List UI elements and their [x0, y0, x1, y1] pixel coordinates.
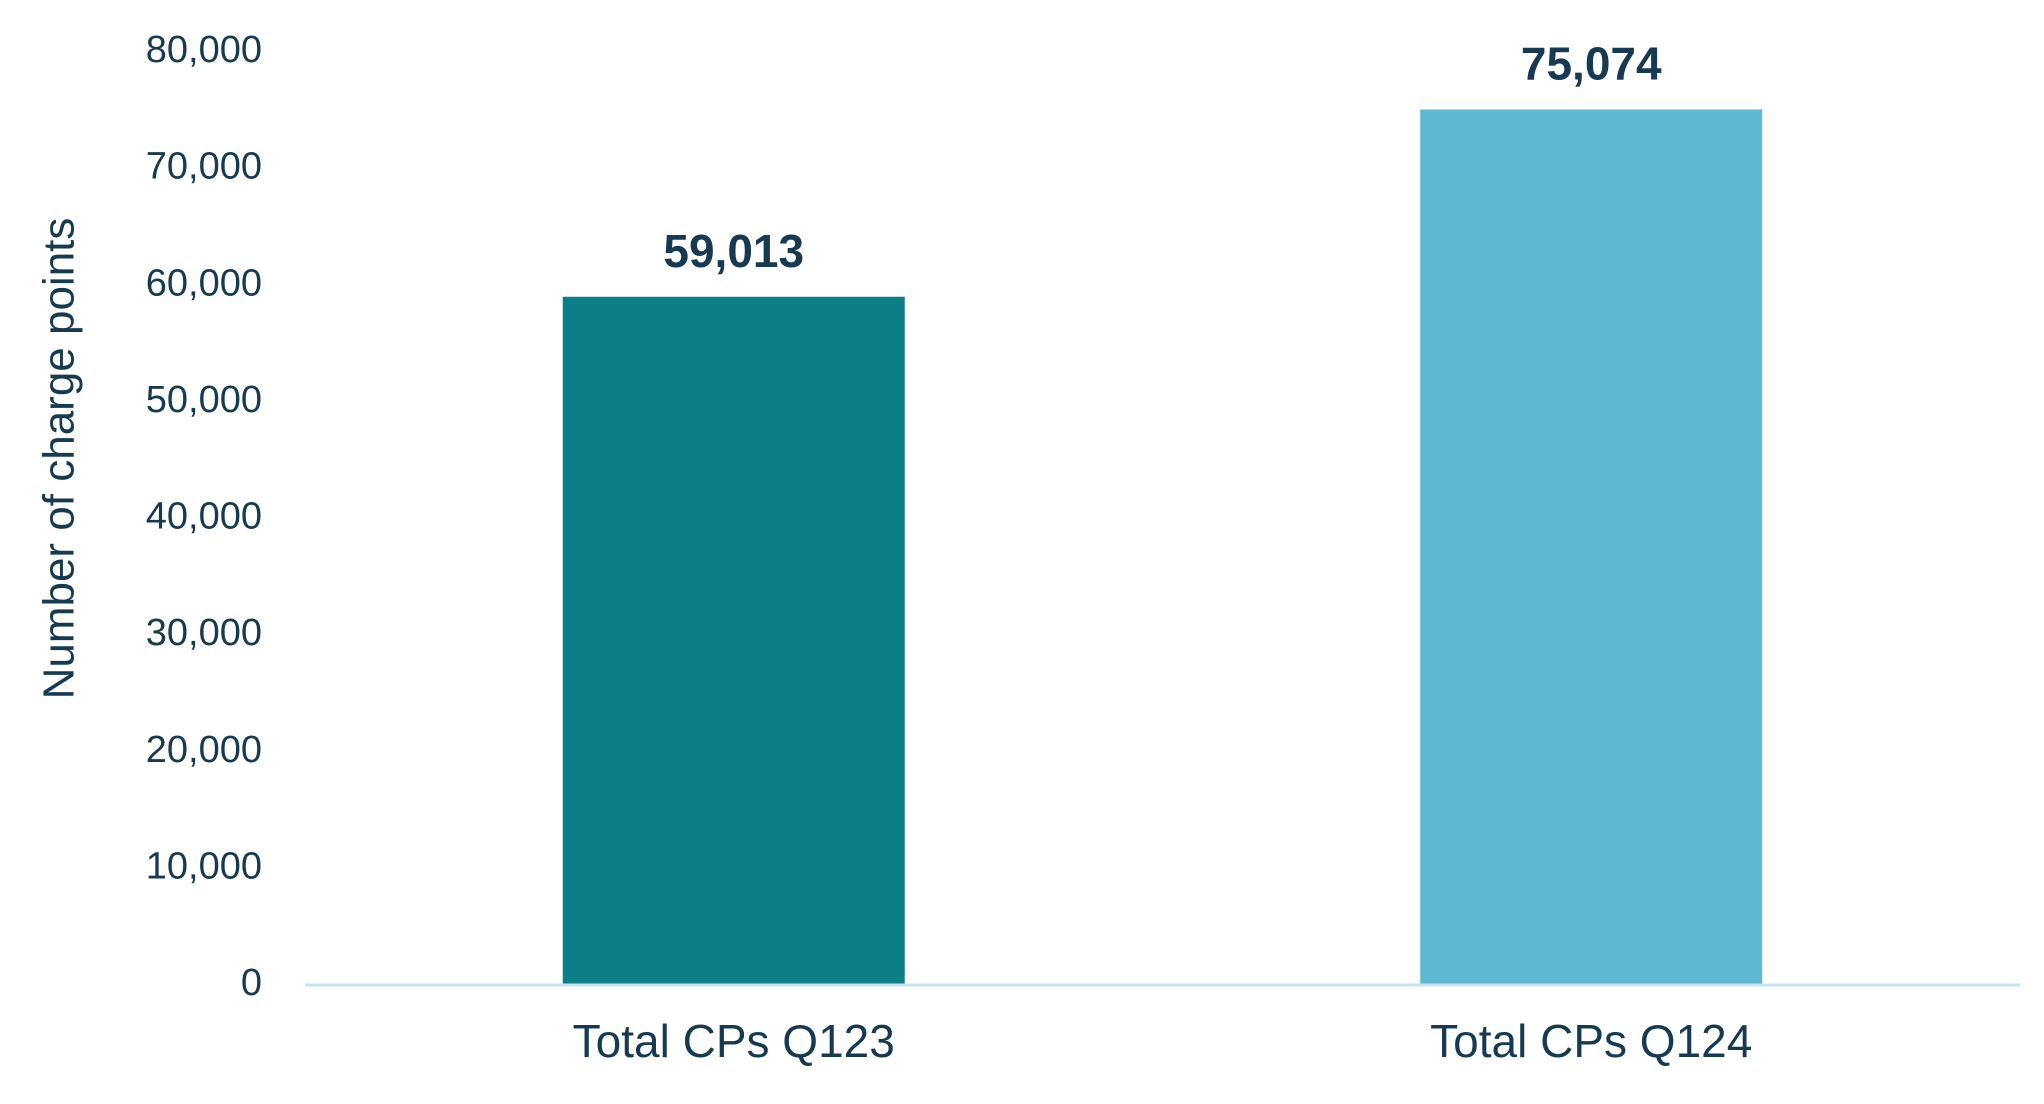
data-labels: 59,013 75,074: [663, 37, 1662, 276]
y-tick-label: 60,000: [146, 262, 262, 304]
bar-value-label: 75,074: [1521, 37, 1662, 89]
y-tick-label: 50,000: [146, 379, 262, 421]
bar: [562, 296, 905, 986]
y-tick-label: 30,000: [146, 612, 262, 654]
y-tick-label: 10,000: [146, 845, 262, 887]
y-tick-label: 40,000: [146, 496, 262, 538]
y-axis-ticks: 0 10,000 20,000 30,000 40,000 50,000 60,000 70,…: [146, 29, 262, 1004]
bar: [1420, 109, 1763, 986]
y-tick-label: 70,000: [146, 146, 262, 188]
x-category-label: Total CPs Q123: [573, 1015, 895, 1067]
bar-value-label: 59,013: [663, 225, 804, 277]
bars: [562, 109, 1763, 986]
x-axis-categories: Total CPs Q123 Total CPs Q124: [573, 1015, 1753, 1067]
y-tick-label: 80,000: [146, 29, 262, 71]
y-tick-label: 0: [241, 962, 262, 1004]
y-axis-title: Number of charge points: [35, 218, 84, 700]
y-tick-label: 20,000: [146, 729, 262, 771]
x-category-label: Total CPs Q124: [1430, 1015, 1752, 1067]
